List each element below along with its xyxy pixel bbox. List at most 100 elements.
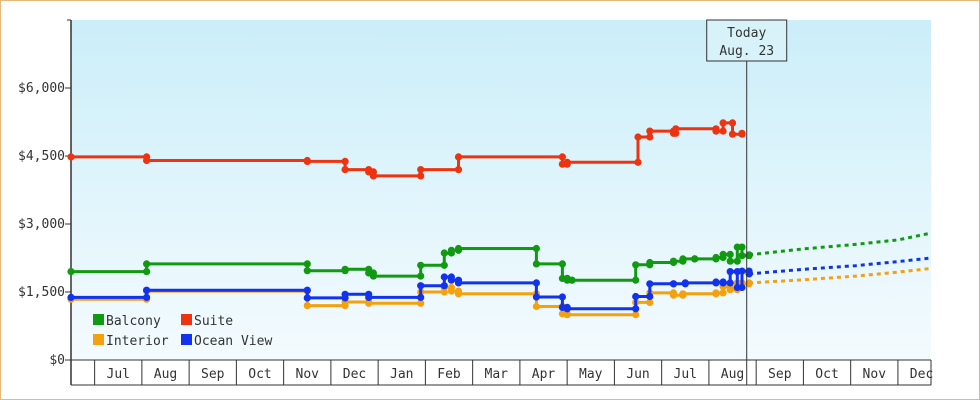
- data-point: [454, 279, 463, 287]
- data-point: [440, 282, 448, 290]
- data-point: [719, 289, 727, 297]
- data-point: [143, 293, 151, 301]
- data-point: [669, 291, 678, 299]
- series-ocean-view: [67, 256, 932, 313]
- x-tick-label: Aug: [154, 367, 177, 382]
- data-point: [745, 270, 753, 278]
- x-tick-label: Apr: [532, 367, 556, 382]
- data-point: [417, 166, 425, 174]
- axes: $0 $1,500 $3,000 $4,500 $6,000 Jul Aug Sep Oct No…: [18, 19, 933, 386]
- data-point: [672, 125, 680, 133]
- data-point: [341, 290, 349, 298]
- data-point: [634, 133, 642, 141]
- x-tick-label: Jan: [390, 367, 413, 382]
- data-point: [440, 249, 448, 257]
- data-point: [733, 257, 741, 265]
- data-point: [646, 127, 654, 135]
- data-point: [738, 267, 746, 275]
- data-point: [719, 127, 727, 135]
- y-tick-label: $1,500: [18, 285, 65, 300]
- data-point: [417, 261, 425, 269]
- data-point: [341, 166, 349, 174]
- y-tick-label: $6,000: [18, 81, 65, 96]
- data-point: [143, 260, 151, 268]
- data-point: [726, 279, 734, 287]
- data-point: [669, 280, 678, 288]
- data-point: [67, 268, 75, 276]
- data-point: [341, 265, 349, 273]
- y-tick-label: $4,500: [18, 149, 65, 164]
- data-point: [712, 278, 720, 286]
- x-tick-label: Feb: [437, 367, 461, 382]
- data-point: [679, 255, 687, 263]
- y-tick-label: $3,000: [18, 217, 65, 232]
- today-date: Aug. 23: [719, 44, 774, 59]
- data-point: [719, 250, 727, 258]
- data-point: [745, 279, 753, 287]
- x-tick-label: Jun: [626, 367, 649, 382]
- forecast-line: [749, 266, 932, 285]
- x-tick-label: Oct: [815, 367, 838, 382]
- plot-background: [71, 20, 931, 360]
- legend-swatch: [93, 314, 104, 325]
- data-point: [634, 158, 642, 166]
- data-point: [417, 299, 425, 307]
- y-tick-label: $0: [49, 353, 65, 368]
- data-point: [646, 298, 654, 306]
- data-point: [369, 172, 377, 180]
- data-point: [67, 153, 75, 161]
- data-point: [681, 279, 689, 287]
- legend-label: Interior: [106, 334, 169, 349]
- data-point: [738, 129, 746, 137]
- data-point: [454, 244, 463, 253]
- data-point: [726, 286, 734, 294]
- data-point: [691, 255, 699, 263]
- data-point: [558, 153, 567, 161]
- data-point: [143, 286, 151, 294]
- data-point: [417, 272, 425, 280]
- data-point: [738, 252, 746, 260]
- data-point: [303, 157, 311, 165]
- data-point: [719, 279, 727, 287]
- data-point: [67, 293, 75, 301]
- x-tick-label: Sep: [768, 367, 792, 382]
- data-point: [440, 261, 448, 269]
- data-point: [679, 290, 687, 298]
- data-point: [447, 276, 455, 284]
- forecast-line: [748, 256, 932, 276]
- series-layer: [67, 119, 932, 319]
- today-label-box: [706, 19, 788, 62]
- data-point: [563, 305, 571, 313]
- data-point: [632, 311, 640, 319]
- data-point: [632, 261, 640, 269]
- x-tick-label: Jul: [674, 367, 697, 382]
- data-point: [447, 287, 455, 295]
- data-point: [440, 273, 448, 281]
- series-suite: [67, 119, 746, 180]
- data-point: [369, 272, 377, 280]
- data-point: [632, 276, 640, 284]
- data-point: [726, 250, 734, 258]
- data-point: [728, 119, 737, 127]
- data-point: [738, 243, 746, 251]
- data-point: [454, 153, 463, 161]
- data-point: [558, 293, 567, 301]
- x-tick-label: Oct: [248, 367, 271, 382]
- legend: Balcony Suite Interior Ocean View: [93, 314, 272, 349]
- x-tick-label: May: [579, 367, 603, 382]
- data-point: [646, 292, 654, 301]
- data-point: [303, 260, 311, 268]
- data-point: [532, 293, 541, 301]
- data-point: [447, 246, 455, 254]
- data-point: [417, 282, 425, 290]
- data-point: [728, 130, 737, 138]
- legend-label: Suite: [194, 314, 233, 329]
- data-point: [632, 292, 640, 301]
- data-point: [143, 268, 151, 276]
- data-point: [646, 280, 654, 288]
- data-point: [454, 166, 463, 174]
- forecast-line: [748, 231, 932, 257]
- data-point: [417, 293, 425, 301]
- x-tick-label: Dec: [343, 367, 366, 382]
